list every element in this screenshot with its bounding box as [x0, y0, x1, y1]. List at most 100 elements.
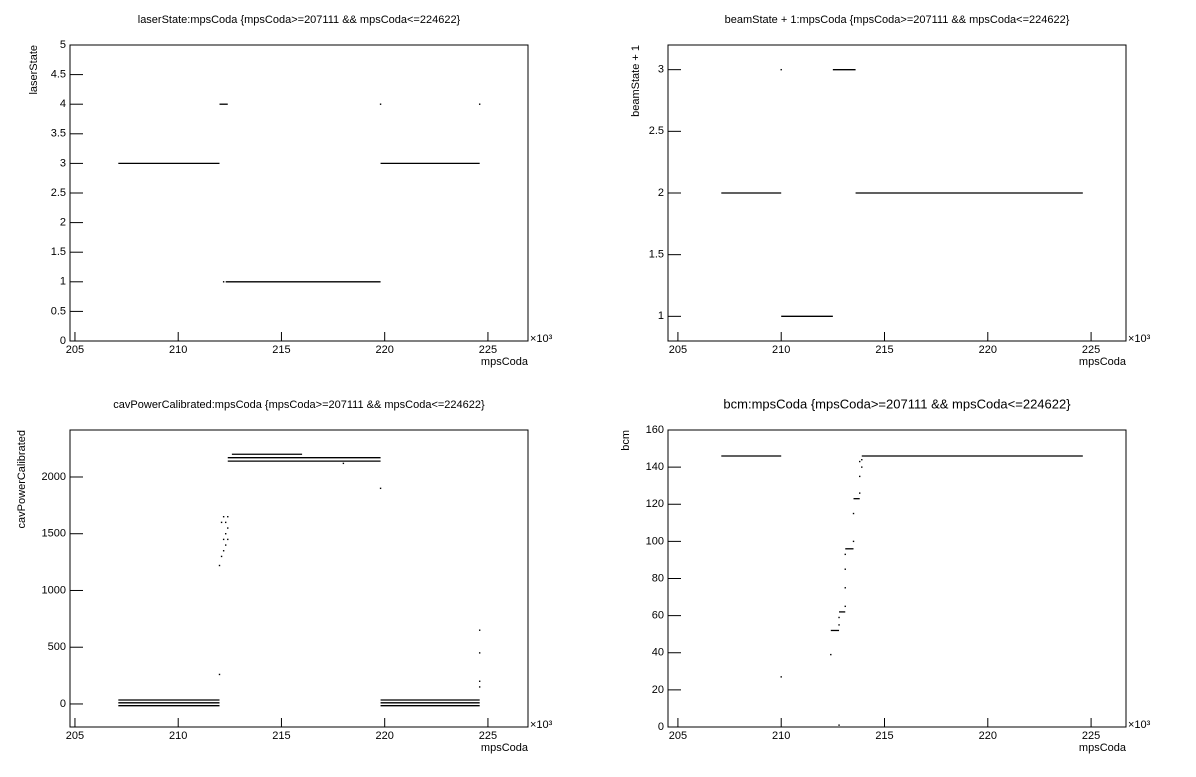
y-tick-label: 2 — [658, 187, 664, 199]
plot-frame — [69, 429, 529, 728]
data-point — [379, 487, 382, 490]
y-tick-label: 140 — [646, 461, 664, 473]
y-tick-label: 3.5 — [51, 128, 66, 140]
x-tick-label: 210 — [169, 344, 187, 356]
x-tick-label: 225 — [1082, 344, 1100, 356]
data-point — [861, 459, 863, 461]
data-point — [830, 653, 832, 656]
y-tick-label: 500 — [48, 641, 66, 653]
data-point — [859, 475, 861, 478]
x-tick-label: 225 — [1082, 730, 1100, 742]
chart-title: bcm:mpsCoda {mpsCoda>=207111 && mpsCoda<… — [723, 396, 1071, 411]
y-tick-label: 60 — [652, 610, 664, 622]
x-tick-label: 220 — [979, 344, 997, 356]
data-point — [859, 492, 861, 494]
y-axis-label: bcm — [620, 430, 632, 451]
data-point — [844, 605, 846, 608]
x-tick-label: 205 — [669, 730, 687, 742]
y-tick-label: 4 — [60, 98, 66, 110]
data-point — [220, 555, 223, 558]
y-tick-label: 1 — [658, 310, 664, 322]
x-exponent: ×10³ — [530, 333, 553, 345]
x-tick-label: 210 — [772, 344, 790, 356]
y-tick-label: 0 — [658, 721, 664, 733]
x-tick-label: 205 — [669, 344, 687, 356]
data-point — [478, 652, 481, 654]
data-point — [478, 629, 481, 631]
data-point — [218, 673, 221, 676]
y-tick-label: 0 — [60, 335, 66, 347]
data-point — [859, 460, 861, 463]
data-point — [227, 527, 229, 529]
y-tick-label: 40 — [652, 647, 664, 659]
chart-title: cavPowerCalibrated:mpsCoda {mpsCoda>=207… — [113, 399, 485, 411]
chart-title: laserState:mpsCoda {mpsCoda>=207111 && m… — [138, 14, 461, 26]
data-point — [222, 516, 225, 518]
data-point — [224, 521, 227, 524]
data-point — [478, 680, 481, 682]
data-point — [218, 564, 221, 567]
x-tick-label: 205 — [66, 344, 84, 356]
data-point — [838, 616, 840, 619]
y-tick-label: 160 — [646, 424, 664, 436]
x-axis-label: mpsCoda — [481, 742, 529, 754]
data-point — [224, 544, 227, 546]
data-point — [227, 538, 229, 541]
y-tick-label: 1.5 — [649, 249, 664, 261]
x-tick-label: 205 — [66, 730, 84, 742]
y-tick-label: 3 — [60, 157, 66, 169]
data-point — [222, 550, 225, 552]
data-point — [220, 521, 223, 524]
y-tick-label: 4.5 — [51, 69, 66, 81]
y-tick-label: 20 — [652, 684, 664, 696]
x-tick-label: 215 — [875, 730, 893, 742]
y-tick-label: 5 — [60, 39, 66, 51]
data-point — [844, 568, 846, 570]
y-tick-label: 80 — [652, 572, 664, 584]
y-tick-label: 1500 — [42, 528, 66, 540]
x-axis-label: mpsCoda — [481, 356, 529, 368]
data-point — [861, 466, 863, 468]
plot-frame — [69, 44, 529, 342]
x-tick-label: 225 — [479, 344, 497, 356]
x-tick-label: 220 — [376, 730, 394, 742]
y-tick-label: 3 — [658, 64, 664, 76]
y-tick-label: 1 — [60, 276, 66, 288]
data-point — [852, 512, 855, 515]
data-point — [838, 724, 840, 726]
y-tick-label: 100 — [646, 535, 664, 547]
x-tick-label: 210 — [169, 730, 187, 742]
x-exponent: ×10³ — [1128, 333, 1151, 345]
y-tick-label: 0.5 — [51, 305, 66, 317]
chart-title: beamState + 1:mpsCoda {mpsCoda>=207111 &… — [725, 14, 1070, 26]
data-point — [379, 103, 382, 105]
data-point — [227, 516, 229, 518]
data-point — [780, 68, 782, 71]
y-tick-label: 2 — [60, 217, 66, 229]
data-point — [844, 553, 846, 556]
data-point — [852, 540, 855, 543]
y-tick-label: 0 — [60, 698, 66, 710]
y-tick-label: 1000 — [42, 584, 66, 596]
x-exponent: ×10³ — [1128, 719, 1151, 731]
data-point — [478, 686, 481, 688]
data-point — [222, 538, 225, 541]
x-exponent: ×10³ — [530, 719, 553, 731]
y-tick-label: 2000 — [42, 471, 66, 483]
y-tick-label: 2.5 — [51, 187, 66, 199]
x-tick-label: 215 — [875, 344, 893, 356]
data-point — [224, 533, 227, 535]
x-tick-label: 225 — [479, 730, 497, 742]
x-axis-label: mpsCoda — [1079, 742, 1127, 754]
x-tick-label: 220 — [979, 730, 997, 742]
x-tick-label: 215 — [272, 344, 290, 356]
data-point — [478, 103, 481, 105]
y-axis-label: beamState + 1 — [630, 45, 642, 117]
data-point — [342, 462, 345, 465]
plot-frame — [667, 429, 1127, 728]
x-tick-label: 215 — [272, 730, 290, 742]
data-point — [780, 676, 782, 678]
y-axis-label: cavPowerCalibrated — [16, 430, 28, 528]
y-tick-label: 1.5 — [51, 246, 66, 258]
